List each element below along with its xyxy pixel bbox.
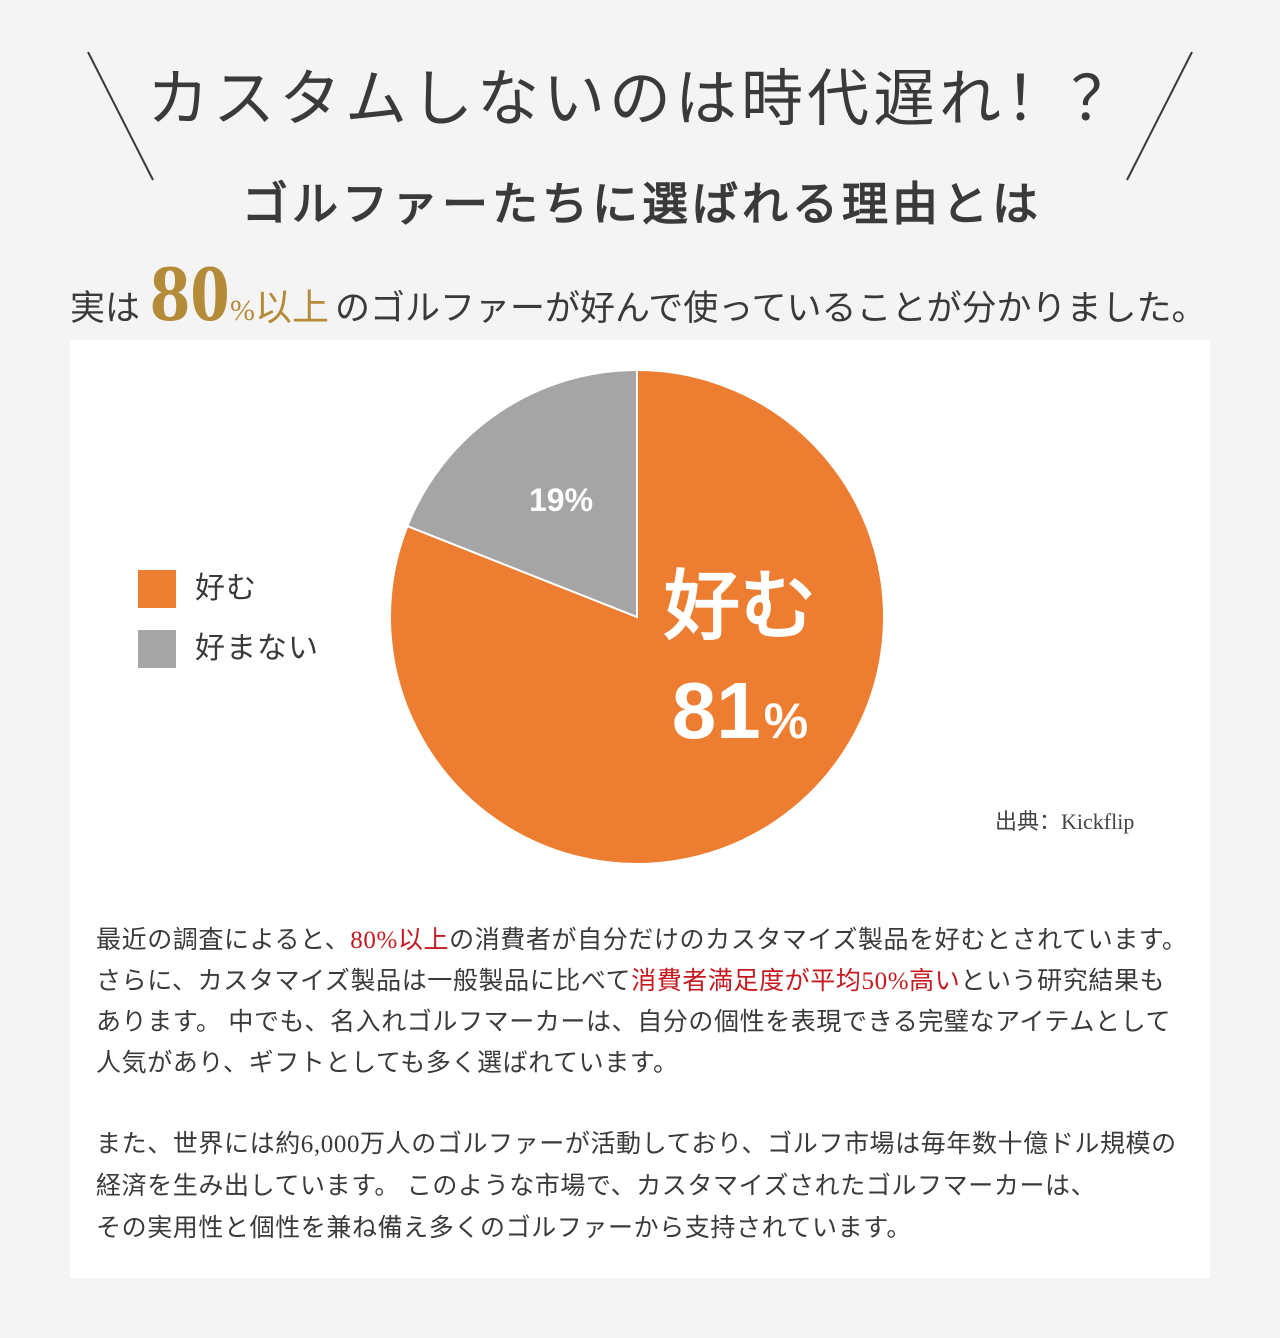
pie-data-label-not-prefer: 19% bbox=[529, 482, 593, 518]
paragraph-line: さらに、カスタマイズ製品は一般製品に比べて 消費者満足度が平均50%高い という… bbox=[96, 961, 1188, 1002]
page-subtitle: ゴルファーたちに選ばれる理由とは bbox=[242, 179, 1042, 230]
title-slashes bbox=[87, 51, 1193, 181]
paragraph-text: 人気があり、ギフトとしても多く選ばれています。 bbox=[96, 1050, 679, 1077]
pie-slice-prefer bbox=[389, 368, 885, 865]
pie-chart: 19% 好む 81% bbox=[389, 368, 885, 865]
legend-swatch-prefer bbox=[138, 570, 176, 608]
paragraph-text: の消費者が自分だけのカスタマイズ製品を好むとされています。 bbox=[449, 927, 1188, 954]
pie-unit-not-prefer: % bbox=[565, 482, 593, 518]
legend-label-prefer: 好む bbox=[195, 572, 257, 605]
pie-data-label-prefer: 81% bbox=[672, 666, 808, 755]
lead-highlight-number: 80 bbox=[150, 250, 231, 338]
paragraph-line: その実用性と個性を兼ね備え多くのゴルファーから支持されています。 bbox=[96, 1208, 1177, 1250]
paragraph-line: あります。 中でも、名入れゴルフマーカーは、自分の個性を表現できる完璧なアイテム… bbox=[96, 1002, 1188, 1043]
legend-item-prefer: 好む bbox=[138, 570, 257, 608]
pie-category-label-prefer: 好む bbox=[663, 565, 816, 650]
chart-source: 出典：Kickflip bbox=[995, 809, 1135, 834]
highlight-text: 消費者満足度が平均50%高い bbox=[631, 968, 961, 995]
paragraph-text: その実用性と個性を兼ね備え多くのゴルファーから支持されています。 bbox=[96, 1215, 912, 1242]
legend-swatch-not-prefer bbox=[138, 630, 176, 668]
lead-sentence: 実は 80 % 以上 のゴルファーが好んで使っていることが分かりました。 bbox=[70, 254, 1207, 334]
paragraph-text: 経済を生み出しています。 このような市場で、カスタマイズされたゴルフマーカーは、 bbox=[96, 1173, 1097, 1200]
body-paragraph-1: 最近の調査によると、 80%以上 の消費者が自分だけのカスタマイズ製品を好むとさ… bbox=[96, 920, 1188, 1084]
paragraph-text: あります。 中でも、名入れゴルフマーカーは、自分の個性を表現できる完璧なアイテム… bbox=[96, 1009, 1172, 1036]
pie-value-prefer: 81 bbox=[672, 666, 761, 755]
pie-slice-not-prefer bbox=[406, 368, 638, 619]
highlight-text: 80%以上 bbox=[350, 927, 450, 954]
paragraph-text: 最近の調査によると、 bbox=[96, 927, 351, 954]
legend-item-not-prefer: 好まない bbox=[138, 630, 319, 668]
pie-value-not-prefer: 19 bbox=[529, 482, 565, 518]
paragraph-line: また、世界には約6,000万人のゴルファーが活動しており、ゴルフ市場は毎年数十億… bbox=[96, 1124, 1177, 1166]
pie-unit-prefer: % bbox=[764, 693, 808, 749]
legend-label-not-prefer: 好まない bbox=[195, 632, 319, 665]
page-title: カスタムしないのは時代遅れ！？ bbox=[146, 66, 1137, 134]
paragraph-line: 人気があり、ギフトとしても多く選ばれています。 bbox=[96, 1043, 1188, 1084]
lead-suffix: のゴルファーが好んで使っていることが分かりました。 bbox=[335, 289, 1207, 328]
pie-slices bbox=[389, 368, 885, 865]
paragraph-text: さらに、カスタマイズ製品は一般製品に比べて bbox=[96, 968, 632, 995]
paragraph-line: 最近の調査によると、 80%以上 の消費者が自分だけのカスタマイズ製品を好むとさ… bbox=[96, 920, 1188, 961]
lead-highlight-suffix: 以上 bbox=[255, 288, 330, 329]
body-paragraph-2: また、世界には約6,000万人のゴルファーが活動しており、ゴルフ市場は毎年数十億… bbox=[96, 1124, 1177, 1250]
title-slash-right bbox=[1126, 51, 1193, 181]
lead-highlight-unit: % bbox=[230, 294, 256, 327]
paragraph-text: また、世界には約6,000万人のゴルファーが活動しており、ゴルフ市場は毎年数十億… bbox=[96, 1131, 1177, 1158]
paragraph-line: 経済を生み出しています。 このような市場で、カスタマイズされたゴルフマーカーは、 bbox=[96, 1166, 1177, 1208]
lead-prefix: 実は bbox=[70, 289, 141, 328]
content-panel: 好む 好まない 19% 好む 81% 出典：Kickflip 最近の調査によると… bbox=[70, 340, 1210, 1278]
paragraph-text: という研究結果も bbox=[960, 968, 1166, 995]
title-slash-left bbox=[87, 51, 154, 181]
